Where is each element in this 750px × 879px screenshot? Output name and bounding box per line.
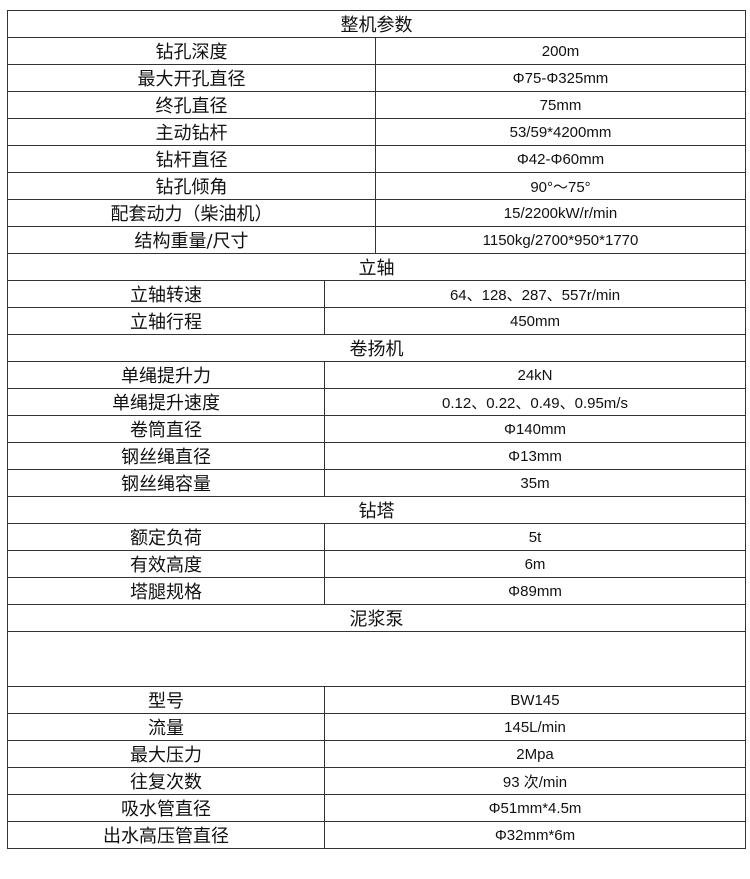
param-value: Φ13mm [324,442,746,470]
param-value: Φ32mm*6m [324,821,746,849]
param-label: 结构重量/尺寸 [7,226,376,254]
param-label: 钻孔深度 [7,37,376,65]
table-row: 钢丝绳直径 Φ13mm [7,442,746,470]
table-row: 塔腿规格 Φ89mm [7,577,746,605]
table-row: 钻杆直径 Φ42-Φ60mm [7,145,746,173]
section-title: 立轴 [7,253,746,281]
section-title: 卷扬机 [7,334,746,362]
param-label: 型号 [7,686,325,714]
section-header-row: 泥浆泵 [7,604,746,632]
table-row: 有效高度 6m [7,550,746,578]
param-value: 200m [375,37,746,65]
table-row: 最大压力 2Mpa [7,740,746,768]
param-value: 24kN [324,361,746,389]
table-row: 往复次数 93 次/min [7,767,746,795]
section-title: 泥浆泵 [7,604,746,632]
table-row: 主动钻杆 53/59*4200mm [7,118,746,146]
param-value: 0.12、0.22、0.49、0.95m/s [324,388,746,416]
spec-table: 整机参数 钻孔深度 200m 最大开孔直径 Φ75-Φ325mm 终孔直径 75mm 主动钻杆… [7,10,746,849]
section-header-row: 卷扬机 [7,334,746,362]
param-value: 90°～75° [375,172,746,200]
param-value: Φ140mm [324,415,746,443]
blank-cell [7,631,746,687]
param-value: 93 次/min [324,767,746,795]
section-header-row: 钻塔 [7,496,746,524]
param-label: 额定负荷 [7,523,325,551]
param-value: 450mm [324,307,746,335]
param-label: 最大开孔直径 [7,64,376,92]
param-label: 立轴行程 [7,307,325,335]
table-row: 型号 BW145 [7,686,746,714]
table-row: 结构重量/尺寸 1150kg/2700*950*1770 [7,226,746,254]
param-label: 钻孔倾角 [7,172,376,200]
param-value: 64、128、287、557r/min [324,280,746,308]
param-label: 最大压力 [7,740,325,768]
param-value: BW145 [324,686,746,714]
table-row: 卷筒直径 Φ140mm [7,415,746,443]
param-value: 5t [324,523,746,551]
param-label: 塔腿规格 [7,577,325,605]
param-label: 主动钻杆 [7,118,376,146]
param-label: 钻杆直径 [7,145,376,173]
section-header-row: 立轴 [7,253,746,281]
param-value: Φ42-Φ60mm [375,145,746,173]
param-value: 1150kg/2700*950*1770 [375,226,746,254]
param-label: 配套动力（柴油机） [7,199,376,227]
table-row: 配套动力（柴油机） 15/2200kW/r/min [7,199,746,227]
param-label: 立轴转速 [7,280,325,308]
table-row: 流量 145L/min [7,713,746,741]
table-row: 立轴行程 450mm [7,307,746,335]
param-value: Φ89mm [324,577,746,605]
table-row: 出水高压管直径 Φ32mm*6m [7,821,746,849]
table-row: 额定负荷 5t [7,523,746,551]
param-value: 35m [324,469,746,497]
section-title: 钻塔 [7,496,746,524]
table-row: 钢丝绳容量 35m [7,469,746,497]
param-label: 卷筒直径 [7,415,325,443]
table-row: 钻孔倾角 90°～75° [7,172,746,200]
table-row: 钻孔深度 200m [7,37,746,65]
param-label: 往复次数 [7,767,325,795]
param-value: 75mm [375,91,746,119]
section-title: 整机参数 [7,10,746,38]
param-label: 终孔直径 [7,91,376,119]
table-row: 终孔直径 75mm [7,91,746,119]
param-label: 流量 [7,713,325,741]
param-label: 单绳提升速度 [7,388,325,416]
param-value: 15/2200kW/r/min [375,199,746,227]
param-value: 2Mpa [324,740,746,768]
param-label: 吸水管直径 [7,794,325,822]
blank-row [7,631,746,687]
param-value: Φ75-Φ325mm [375,64,746,92]
table-row: 最大开孔直径 Φ75-Φ325mm [7,64,746,92]
param-label: 有效高度 [7,550,325,578]
param-value: 6m [324,550,746,578]
table-row: 单绳提升力 24kN [7,361,746,389]
table-row: 立轴转速 64、128、287、557r/min [7,280,746,308]
param-value: Φ51mm*4.5m [324,794,746,822]
table-row: 单绳提升速度 0.12、0.22、0.49、0.95m/s [7,388,746,416]
param-value: 145L/min [324,713,746,741]
param-label: 钢丝绳容量 [7,469,325,497]
param-label: 单绳提升力 [7,361,325,389]
param-label: 出水高压管直径 [7,821,325,849]
section-header-row: 整机参数 [7,10,746,38]
param-label: 钢丝绳直径 [7,442,325,470]
table-row: 吸水管直径 Φ51mm*4.5m [7,794,746,822]
param-value: 53/59*4200mm [375,118,746,146]
